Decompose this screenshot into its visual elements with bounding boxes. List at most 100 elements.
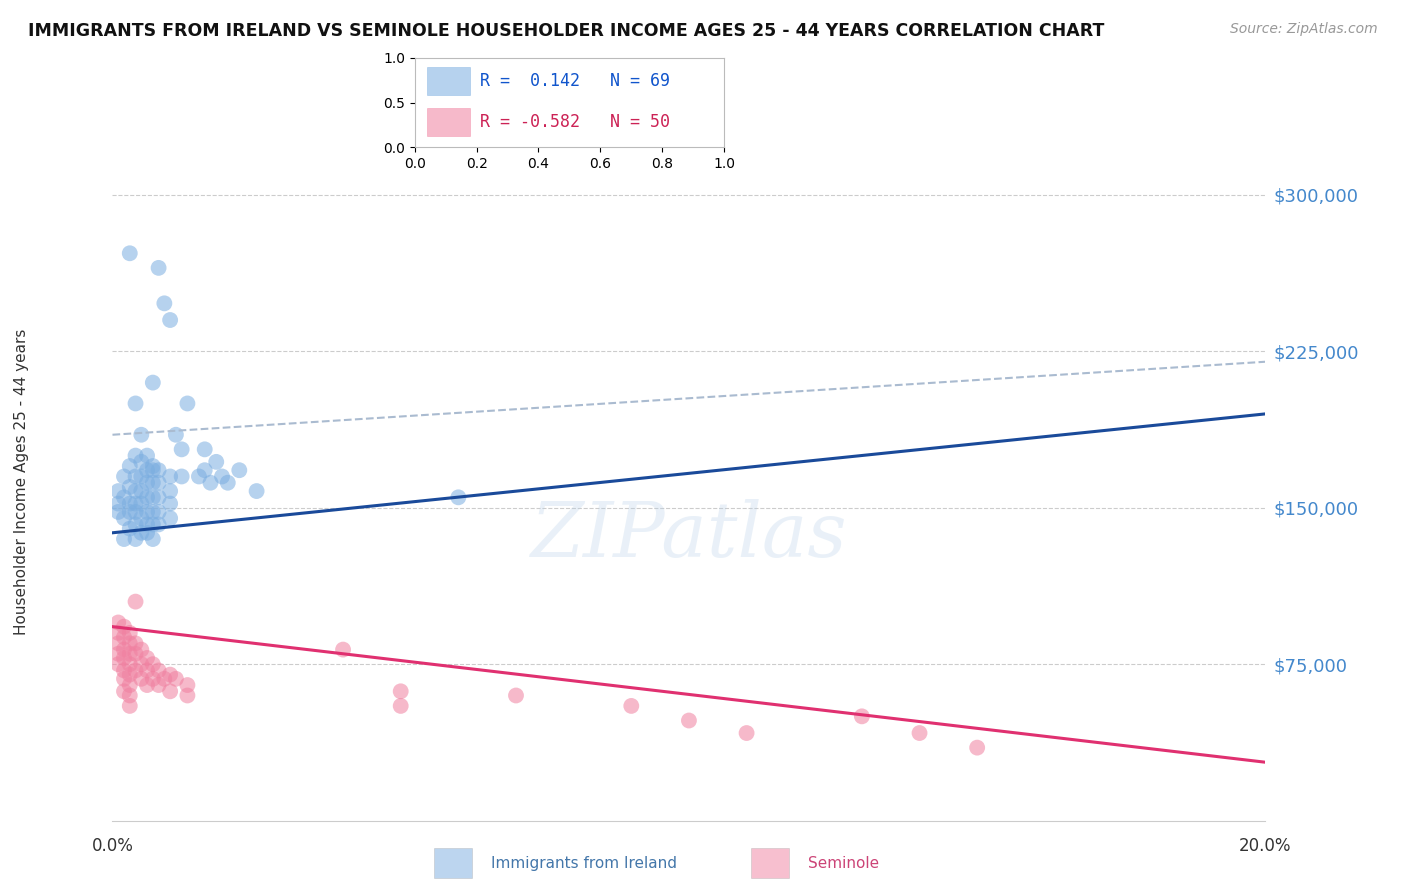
Point [112, 642, 135, 657]
FancyBboxPatch shape [427, 67, 471, 95]
Point [188, 469, 211, 483]
Point [170, 469, 193, 483]
Point [176, 678, 198, 692]
Point [389, 698, 412, 713]
Point [136, 664, 159, 678]
Point [148, 517, 170, 532]
Point [148, 664, 170, 678]
Point [124, 636, 146, 650]
Point [159, 313, 181, 327]
Text: R =  0.142   N = 69: R = 0.142 N = 69 [479, 72, 669, 90]
Point [136, 491, 159, 505]
Point [136, 525, 159, 540]
Point [200, 475, 222, 490]
Point [966, 740, 988, 755]
Point [124, 517, 146, 532]
Point [112, 511, 135, 525]
Point [505, 689, 527, 703]
Point [148, 463, 170, 477]
Point [129, 427, 153, 442]
Point [142, 475, 165, 490]
Point [678, 714, 700, 728]
Point [129, 672, 153, 686]
Point [142, 491, 165, 505]
Point [118, 636, 141, 650]
Point [112, 684, 135, 698]
Point [159, 684, 181, 698]
Text: Immigrants from Ireland: Immigrants from Ireland [492, 855, 678, 871]
Point [153, 672, 176, 686]
Point [153, 296, 176, 310]
Point [136, 505, 159, 519]
Point [118, 667, 141, 681]
Point [205, 455, 228, 469]
Point [124, 594, 146, 608]
Point [447, 491, 470, 505]
Point [159, 484, 181, 499]
Point [112, 651, 135, 665]
Text: Source: ZipAtlas.com: Source: ZipAtlas.com [1230, 22, 1378, 37]
Point [142, 376, 165, 390]
Point [142, 532, 165, 546]
Point [118, 626, 141, 640]
Point [124, 449, 146, 463]
Point [136, 678, 159, 692]
Point [228, 463, 250, 477]
Point [851, 709, 873, 723]
Point [159, 511, 181, 525]
Point [136, 475, 159, 490]
Point [118, 480, 141, 494]
Point [124, 484, 146, 499]
Point [129, 511, 153, 525]
Point [136, 651, 159, 665]
Point [107, 626, 129, 640]
Point [211, 469, 233, 483]
Point [735, 726, 758, 740]
Point [107, 484, 129, 499]
Point [118, 246, 141, 260]
Point [124, 469, 146, 483]
FancyBboxPatch shape [427, 108, 471, 136]
Point [107, 615, 129, 630]
Point [118, 678, 141, 692]
Text: ZIPatlas: ZIPatlas [530, 499, 848, 573]
Point [129, 525, 153, 540]
Point [124, 647, 146, 661]
Point [176, 396, 198, 410]
Point [908, 726, 931, 740]
Text: R = -0.582   N = 50: R = -0.582 N = 50 [479, 113, 669, 131]
Point [118, 698, 141, 713]
Point [112, 491, 135, 505]
Point [148, 505, 170, 519]
Point [129, 455, 153, 469]
Point [129, 642, 153, 657]
FancyBboxPatch shape [434, 848, 472, 878]
Point [170, 442, 193, 457]
Point [118, 505, 141, 519]
Point [118, 522, 141, 536]
Point [142, 458, 165, 473]
Point [118, 689, 141, 703]
Point [124, 396, 146, 410]
Point [112, 620, 135, 634]
Point [124, 497, 146, 511]
Point [136, 517, 159, 532]
Text: IMMIGRANTS FROM IRELAND VS SEMINOLE HOUSEHOLDER INCOME AGES 25 - 44 YEARS CORREL: IMMIGRANTS FROM IRELAND VS SEMINOLE HOUS… [28, 22, 1105, 40]
Point [142, 505, 165, 519]
Point [165, 427, 187, 442]
Point [620, 698, 643, 713]
Point [159, 667, 181, 681]
Point [142, 672, 165, 686]
Point [148, 678, 170, 692]
Point [112, 469, 135, 483]
Point [118, 657, 141, 672]
Point [142, 657, 165, 672]
Point [159, 497, 181, 511]
Point [112, 532, 135, 546]
Point [217, 475, 239, 490]
Point [159, 469, 181, 483]
Text: Seminole: Seminole [808, 855, 879, 871]
FancyBboxPatch shape [751, 848, 789, 878]
Point [194, 463, 217, 477]
Point [112, 672, 135, 686]
